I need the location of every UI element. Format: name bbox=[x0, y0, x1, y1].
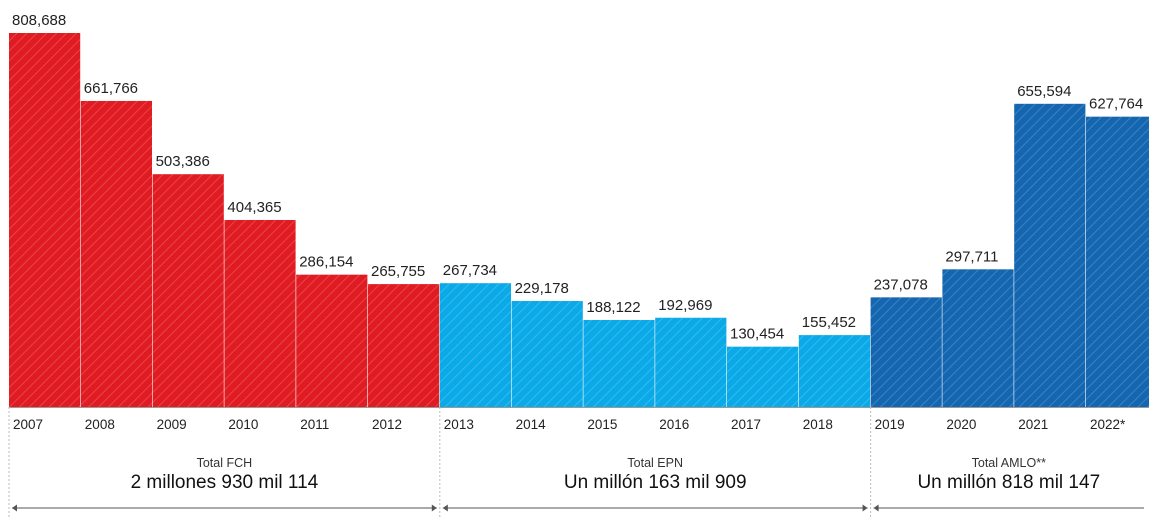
bar-hatch-2014 bbox=[511, 301, 583, 407]
bar-hatch-2007 bbox=[9, 33, 81, 407]
bar-hatch-2017 bbox=[727, 346, 799, 407]
tick-label-2011: 2011 bbox=[300, 417, 329, 432]
tick-label-2009: 2009 bbox=[157, 417, 187, 432]
bar-hatch-2020 bbox=[942, 269, 1014, 407]
tick-label-2007: 2007 bbox=[13, 417, 43, 432]
total-value-amlo: Un millón 818 mil 147 bbox=[917, 472, 1100, 493]
total-title-amlo: Total AMLO** bbox=[972, 456, 1046, 470]
total-value-fch: 2 millones 930 mil 114 bbox=[131, 472, 319, 493]
arrow-head-left-fch bbox=[12, 504, 17, 512]
tick-label-2018: 2018 bbox=[803, 417, 833, 432]
value-label-2018: 155,452 bbox=[802, 314, 856, 331]
value-label-2010: 404,365 bbox=[227, 199, 281, 216]
value-label-2020: 297,711 bbox=[945, 248, 998, 265]
value-label-2019: 237,078 bbox=[874, 276, 928, 293]
bar-hatch-2013 bbox=[439, 283, 511, 407]
value-label-2021: 655,594 bbox=[1017, 83, 1071, 100]
bar-hatch-2012 bbox=[368, 284, 440, 407]
value-label-2009: 503,386 bbox=[156, 153, 210, 170]
tick-label-2020: 2020 bbox=[946, 417, 976, 432]
value-label-2007: 808,688 bbox=[12, 12, 66, 29]
value-label-2022: 627,764 bbox=[1089, 96, 1143, 113]
tick-label-2012: 2012 bbox=[372, 417, 402, 432]
bar-hatch-2015 bbox=[583, 319, 655, 407]
bar-hatch-2021 bbox=[1014, 103, 1086, 408]
value-label-2015: 188,122 bbox=[586, 299, 640, 316]
tick-label-2022: 2022* bbox=[1090, 417, 1126, 432]
bar-hatch-2010 bbox=[224, 219, 296, 407]
tick-label-2008: 2008 bbox=[85, 417, 115, 432]
bar-hatch-2011 bbox=[296, 274, 368, 407]
total-value-epn: Un millón 163 mil 909 bbox=[564, 472, 747, 493]
bar-hatch-2016 bbox=[655, 317, 727, 407]
bar-hatch-2018 bbox=[798, 335, 870, 407]
bar-hatch-2008 bbox=[80, 100, 152, 407]
total-title-epn: Total EPN bbox=[627, 456, 683, 470]
tick-label-2015: 2015 bbox=[587, 417, 617, 432]
arrow-head-right-epn bbox=[862, 504, 868, 512]
arrow-head-left-amlo bbox=[873, 504, 879, 512]
arrow-head-right-fch bbox=[431, 504, 437, 512]
bar-hatch-2022 bbox=[1086, 116, 1149, 407]
tick-label-2014: 2014 bbox=[516, 417, 547, 432]
value-label-2014: 229,178 bbox=[515, 280, 569, 297]
value-label-2017: 130,454 bbox=[730, 326, 784, 343]
bar-hatch-2009 bbox=[152, 174, 224, 407]
tick-label-2017: 2017 bbox=[731, 417, 761, 432]
value-label-2008: 661,766 bbox=[84, 80, 138, 97]
tick-label-2019: 2019 bbox=[875, 417, 905, 432]
value-label-2012: 265,755 bbox=[371, 263, 425, 280]
tick-label-2013: 2013 bbox=[444, 417, 474, 432]
tick-label-2021: 2021 bbox=[1018, 417, 1048, 432]
tick-label-2010: 2010 bbox=[228, 417, 258, 432]
tick-label-2016: 2016 bbox=[659, 417, 689, 432]
bar-hatch-2019 bbox=[870, 297, 942, 407]
value-label-2011: 286,154 bbox=[299, 254, 353, 271]
value-label-2016: 192,969 bbox=[658, 297, 712, 314]
total-title-fch: Total FCH bbox=[197, 456, 253, 470]
arrow-head-left-epn bbox=[442, 504, 448, 512]
value-label-2013: 267,734 bbox=[443, 262, 497, 279]
